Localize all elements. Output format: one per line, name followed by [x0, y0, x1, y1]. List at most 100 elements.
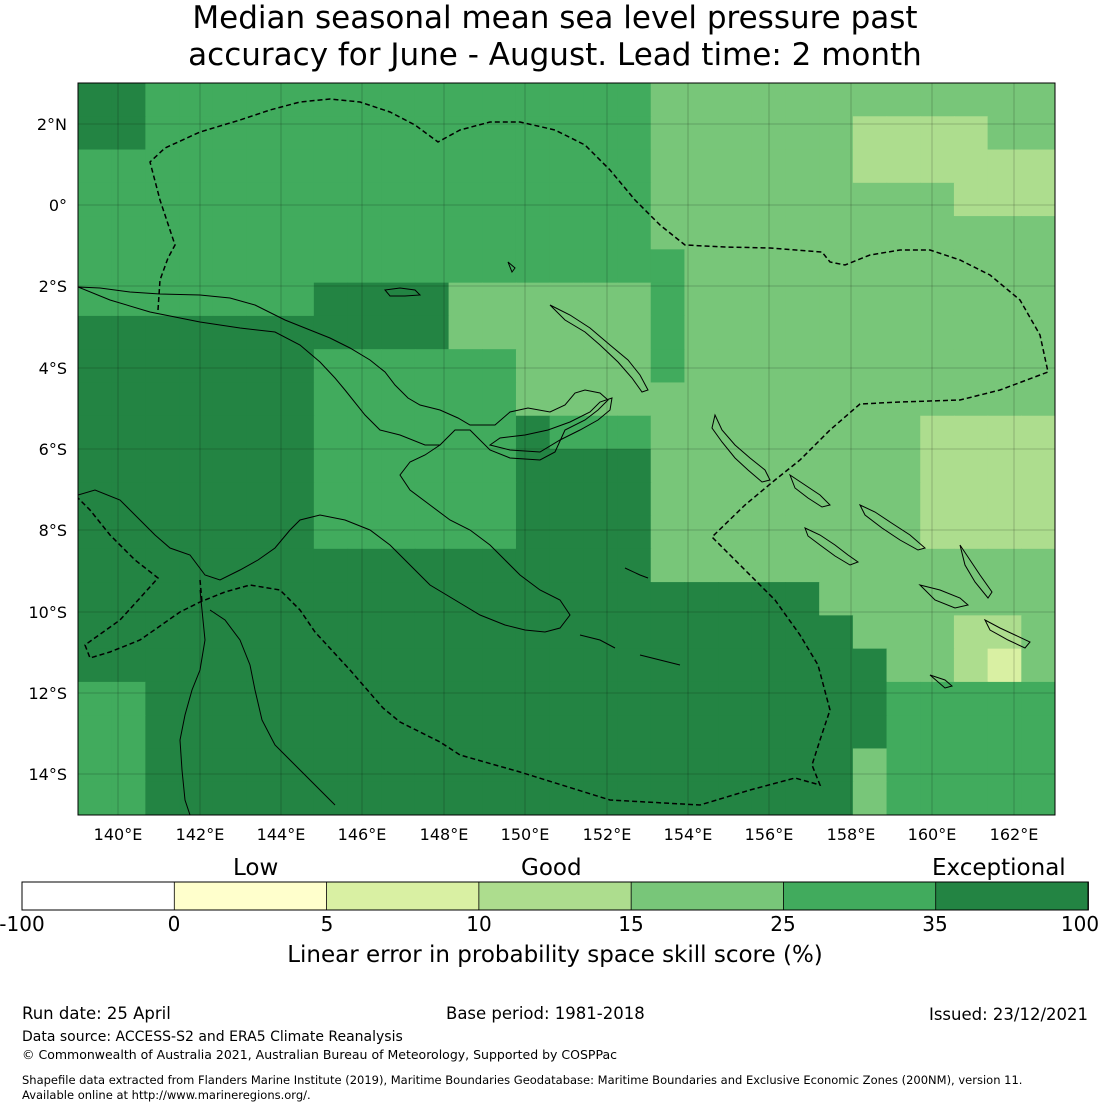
skill-cell	[448, 349, 483, 384]
skill-cell	[1021, 415, 1055, 450]
skill-cell	[1021, 515, 1055, 550]
skill-cell	[785, 681, 820, 716]
skill-cell	[246, 282, 281, 317]
skill-cell	[684, 548, 719, 583]
skill-cell	[414, 382, 450, 417]
skill-cell	[987, 449, 1022, 483]
skill-cell	[987, 149, 1022, 184]
skill-cell	[414, 415, 450, 450]
lon-label: 148°E	[420, 825, 469, 844]
skill-cell	[617, 482, 652, 517]
skill-cell	[920, 415, 955, 450]
skill-cell	[684, 249, 719, 284]
skill-cell	[1021, 681, 1055, 716]
skill-cell	[953, 681, 989, 716]
skill-cell	[751, 415, 787, 450]
skill-cell	[515, 216, 551, 250]
skill-cell	[313, 748, 349, 783]
skill-cell	[515, 116, 551, 151]
skill-cell	[1021, 382, 1055, 417]
skill-cell	[920, 648, 955, 683]
skill-cell	[482, 315, 517, 350]
skill-cell	[145, 83, 180, 117]
skill-cell	[313, 415, 349, 450]
eez-inner-boundary	[199, 579, 203, 603]
skill-cell	[381, 349, 416, 384]
skill-cell	[1021, 548, 1055, 583]
skill-cell	[347, 748, 382, 783]
skill-cell	[347, 582, 382, 616]
skill-cell	[684, 515, 719, 550]
skill-cell	[280, 515, 315, 550]
skill-cell	[987, 715, 1022, 750]
skill-cell	[987, 648, 1022, 683]
skill-cell	[650, 282, 686, 317]
skill-cell	[280, 415, 315, 450]
skill-cell	[886, 648, 921, 683]
skill-cell	[381, 548, 416, 583]
skill-cell	[886, 615, 921, 650]
skill-cell	[718, 349, 753, 384]
skill-cell	[718, 315, 753, 350]
skill-cell	[920, 515, 955, 550]
eez-boundary	[78, 98, 1049, 806]
skill-cell	[886, 149, 921, 184]
skill-cell	[650, 249, 686, 284]
skill-cell	[482, 449, 517, 483]
colorbar-tick: 10	[466, 912, 492, 936]
skill-cell	[414, 349, 450, 384]
skill-cell	[650, 715, 686, 750]
skill-cell	[886, 382, 921, 417]
skill-cell	[1021, 582, 1055, 616]
skill-cell	[515, 482, 551, 517]
skill-cell	[920, 116, 955, 151]
skill-cell	[313, 548, 349, 583]
skill-cell	[313, 382, 349, 417]
skill-cell	[280, 83, 315, 117]
skill-cell	[179, 83, 214, 117]
skill-cell	[212, 182, 248, 217]
skill-cell	[179, 648, 214, 683]
skill-cell	[583, 382, 618, 417]
skill-cell	[819, 282, 854, 317]
skill-cell	[886, 582, 921, 616]
skill-cell	[111, 415, 146, 450]
colorbar-tick: 35	[922, 912, 948, 936]
lon-label: 142°E	[176, 825, 225, 844]
skill-cell	[111, 681, 146, 716]
skill-cell	[583, 282, 618, 317]
skill-cell	[381, 615, 416, 650]
skill-cell	[785, 83, 820, 117]
skill-cell	[549, 548, 584, 583]
skill-cell	[684, 449, 719, 483]
skill-cell	[751, 748, 787, 783]
skill-cell	[987, 249, 1022, 284]
lat-label: 4°S	[39, 359, 67, 378]
skill-cell	[1021, 216, 1055, 250]
colorbar-segment	[783, 881, 937, 911]
skill-cell	[617, 681, 652, 716]
skill-cell	[482, 781, 517, 815]
skill-cell	[583, 216, 618, 250]
colorbar-tick: 0	[167, 912, 181, 936]
colorbar-label-low: Low	[233, 855, 279, 881]
skill-cell	[1021, 715, 1055, 750]
skill-cell	[347, 449, 382, 483]
skill-cell	[920, 182, 955, 217]
skill-cell	[718, 482, 753, 517]
skill-cell	[78, 116, 113, 151]
skill-cell	[1021, 83, 1055, 117]
skill-cell	[515, 149, 551, 184]
skill-cell	[886, 282, 921, 317]
skill-cell	[718, 715, 753, 750]
skill-cell	[111, 282, 146, 317]
skill-cell	[145, 116, 180, 151]
skill-cell	[212, 315, 248, 350]
skill-cell	[953, 648, 989, 683]
skill-cell	[987, 382, 1022, 417]
skill-cell	[953, 249, 989, 284]
skill-cell	[212, 249, 248, 284]
skill-cell	[515, 349, 551, 384]
skill-cell	[987, 515, 1022, 550]
skill-cell	[246, 116, 281, 151]
